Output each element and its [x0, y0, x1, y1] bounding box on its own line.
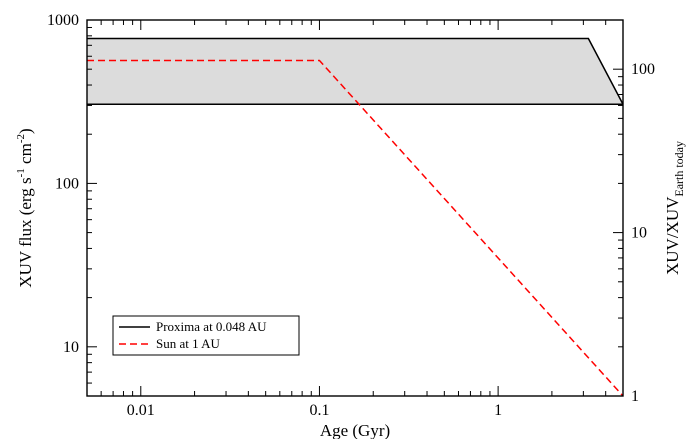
plot-frame — [86, 19, 624, 397]
y-right-tick-label: 1 — [631, 388, 639, 405]
proxima-upper-line — [87, 37, 624, 105]
sun-line — [87, 59, 624, 397]
legend-label-sun: Sun at 1 AU — [156, 336, 221, 351]
x-axis: 0.01 0.1 1 — [86, 20, 624, 419]
y-axis-right: 1 10 100 — [613, 19, 655, 405]
x-axis-label: Age (Gyr) — [320, 421, 390, 439]
proxima-band-fill — [87, 38, 623, 105]
y-axis-label: XUV flux (erg s-1 cm-2) — [15, 128, 35, 287]
y-axis-right-label: XUV/XUVEarth today — [663, 141, 686, 275]
legend: Proxima at 0.048 AU Sun at 1 AU — [112, 315, 300, 356]
y-right-tick-label: 100 — [631, 61, 655, 78]
legend-box — [112, 315, 300, 356]
y-right-tick-label: 10 — [631, 225, 647, 242]
x-tick-label: 0.01 — [127, 402, 155, 419]
legend-label-proxima: Proxima at 0.048 AU — [156, 319, 267, 334]
y-tick-label: 10 — [63, 339, 79, 356]
x-tick-label: 0.1 — [309, 402, 329, 419]
x-tick-label: 1 — [494, 402, 502, 419]
y-tick-label: 1000 — [47, 12, 79, 29]
plot-layer — [87, 37, 624, 397]
y-axis-left: 10 100 1000 — [47, 12, 97, 397]
y-tick-label: 100 — [55, 175, 79, 192]
